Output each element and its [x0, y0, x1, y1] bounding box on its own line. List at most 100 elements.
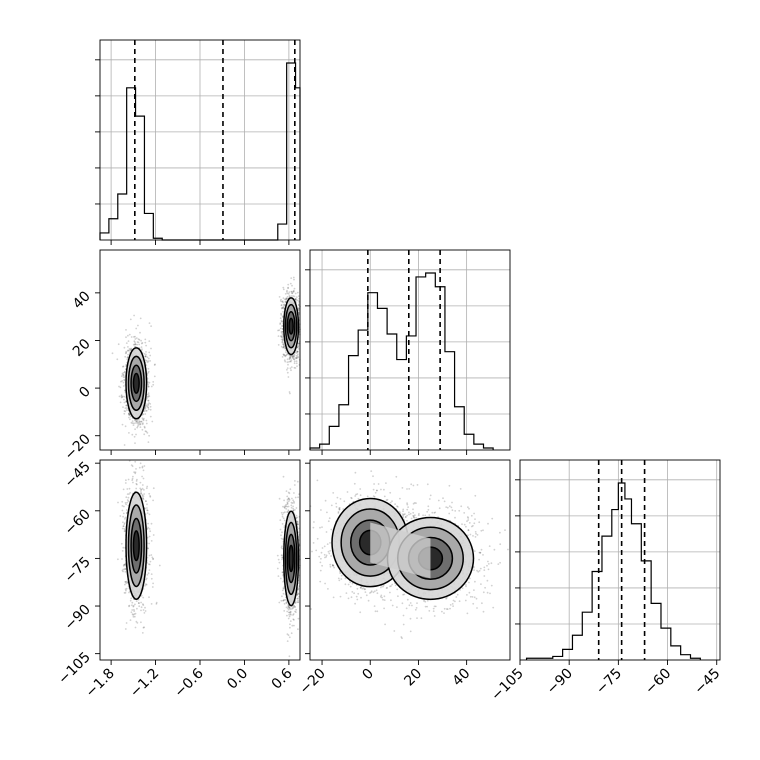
- scatter-point: [142, 469, 145, 472]
- scatter-point: [140, 346, 143, 348]
- scatter-point: [142, 477, 145, 480]
- scatter-point: [391, 583, 394, 586]
- scatter-point: [290, 290, 293, 293]
- scatter-point: [133, 615, 136, 618]
- scatter-point: [294, 367, 297, 369]
- scatter-point: [143, 410, 146, 413]
- scatter-point: [146, 509, 149, 511]
- scatter-point: [121, 505, 124, 507]
- scatter-point: [286, 640, 289, 642]
- scatter-point: [132, 343, 135, 346]
- scatter-point: [117, 558, 119, 561]
- scatter-point: [152, 487, 155, 490]
- scatter-point: [147, 572, 150, 575]
- scatter-point: [134, 345, 137, 348]
- scatter-point: [131, 609, 134, 611]
- scatter-point: [148, 528, 151, 530]
- scatter-point: [280, 304, 283, 306]
- scatter-point: [129, 413, 131, 416]
- scatter-point: [143, 626, 146, 629]
- scatter-point: [285, 490, 288, 492]
- scatter-point: [153, 364, 156, 366]
- scatter-point: [288, 615, 291, 618]
- scatter-point: [144, 406, 147, 409]
- scatter-point: [296, 350, 299, 353]
- scatter-point: [280, 335, 282, 338]
- scatter-point: [286, 499, 289, 501]
- scatter-point: [140, 420, 143, 423]
- scatter-point: [291, 290, 293, 293]
- scatter-point: [135, 337, 138, 339]
- scatter-point: [293, 619, 295, 621]
- scatter-point: [135, 620, 138, 623]
- scatter-point: [294, 480, 296, 482]
- scatter-point: [145, 487, 148, 490]
- scatter-point: [152, 534, 155, 536]
- scatter-point: [133, 340, 136, 343]
- scatter-point: [141, 423, 144, 426]
- scatter-point: [282, 346, 284, 349]
- scatter-point: [129, 318, 132, 321]
- scatter-point: [124, 355, 127, 358]
- scatter-point: [280, 312, 282, 315]
- scatter-point: [127, 496, 130, 499]
- scatter-point: [135, 480, 138, 482]
- scatter-point: [283, 499, 285, 502]
- scatter-point: [285, 606, 288, 609]
- scatter-point: [147, 357, 150, 360]
- scatter-point: [281, 315, 284, 318]
- scatter-point: [150, 540, 153, 542]
- scatter-point: [278, 329, 281, 332]
- y-tick-label: −45: [62, 459, 94, 491]
- scatter-point: [279, 528, 282, 531]
- scatter-point: [136, 425, 139, 428]
- x-tick-label: −105: [488, 666, 527, 705]
- scatter-point: [140, 339, 143, 342]
- scatter-point: [127, 349, 129, 352]
- scatter-point: [279, 327, 282, 330]
- scatter-point: [125, 496, 128, 499]
- scatter-point: [143, 426, 146, 429]
- scatter-point: [126, 358, 129, 361]
- scatter-point: [279, 519, 282, 521]
- scatter-point: [290, 614, 292, 616]
- scatter-point: [122, 488, 125, 491]
- scatter-point: [149, 408, 152, 411]
- scatter-point: [150, 347, 152, 350]
- scatter-point: [135, 422, 137, 424]
- scatter-point: [121, 380, 124, 382]
- scatter-point: [294, 298, 297, 301]
- scatter-point: [125, 336, 127, 339]
- scatter-point: [145, 344, 148, 347]
- scatter-point: [297, 345, 299, 348]
- scatter-point: [295, 357, 297, 360]
- scatter-point: [289, 626, 291, 629]
- scatter-point: [132, 481, 134, 484]
- scatter-point: [117, 343, 120, 346]
- x-tick-label: 0.0: [224, 666, 251, 693]
- scatter-point: [135, 487, 138, 490]
- scatter-point: [147, 372, 149, 374]
- scatter-point: [290, 366, 293, 368]
- scatter-point: [281, 595, 283, 598]
- scatter-point: [120, 395, 123, 398]
- scatter-point: [296, 353, 299, 356]
- scatter-point: [124, 583, 126, 586]
- y-tick-label: 20: [70, 336, 94, 360]
- scatter-point: [286, 633, 289, 635]
- scatter-point: [124, 581, 127, 583]
- scatter-point: [292, 290, 295, 293]
- scatter-point: [124, 407, 127, 410]
- scatter-point: [347, 583, 350, 586]
- scatter-point: [140, 488, 143, 491]
- x-tick-label: −60: [642, 666, 674, 698]
- scatter-point: [142, 418, 144, 421]
- scatter-point: [282, 505, 284, 508]
- scatter-point: [132, 475, 134, 478]
- scatter-point: [135, 433, 137, 436]
- scatter-point: [128, 604, 131, 607]
- scatter-point: [291, 502, 294, 504]
- scatter-point: [283, 344, 285, 347]
- scatter-point: [135, 420, 138, 423]
- scatter-point: [134, 419, 137, 422]
